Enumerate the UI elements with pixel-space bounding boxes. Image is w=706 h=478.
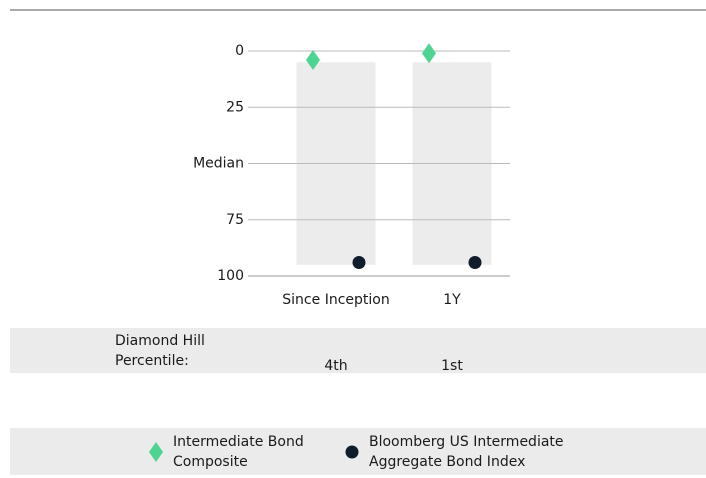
percentile-label: Diamond Hill Percentile:	[115, 333, 205, 369]
percentile-value: 1st	[441, 358, 463, 374]
x-tick-label: Since Inception	[282, 292, 389, 308]
y-tick-label: 25	[226, 99, 244, 115]
data-point	[352, 256, 366, 269]
legend-swatch	[149, 442, 163, 462]
legend-marker	[149, 442, 163, 462]
percentile-band	[10, 328, 706, 373]
legend-marker	[345, 445, 359, 459]
legend-swatch	[345, 445, 359, 459]
y-tick-label: 100	[217, 268, 244, 284]
legend-label: Intermediate Bond Composite	[173, 434, 304, 470]
legend-label: Bloomberg US Intermediate Aggregate Bond…	[369, 434, 564, 470]
chart: 0 25 Median 75 100 Since Inception 1Y	[193, 43, 510, 308]
top-rule	[10, 9, 706, 11]
data-point	[468, 256, 482, 269]
x-tick-label: 1Y	[443, 292, 461, 308]
y-tick-label: Median	[193, 156, 244, 172]
y-tick-label: 75	[226, 212, 244, 228]
y-tick-label: 0	[235, 43, 244, 59]
data-point	[422, 43, 436, 64]
percentile-value: 4th	[324, 358, 348, 374]
data-point	[306, 50, 320, 70]
